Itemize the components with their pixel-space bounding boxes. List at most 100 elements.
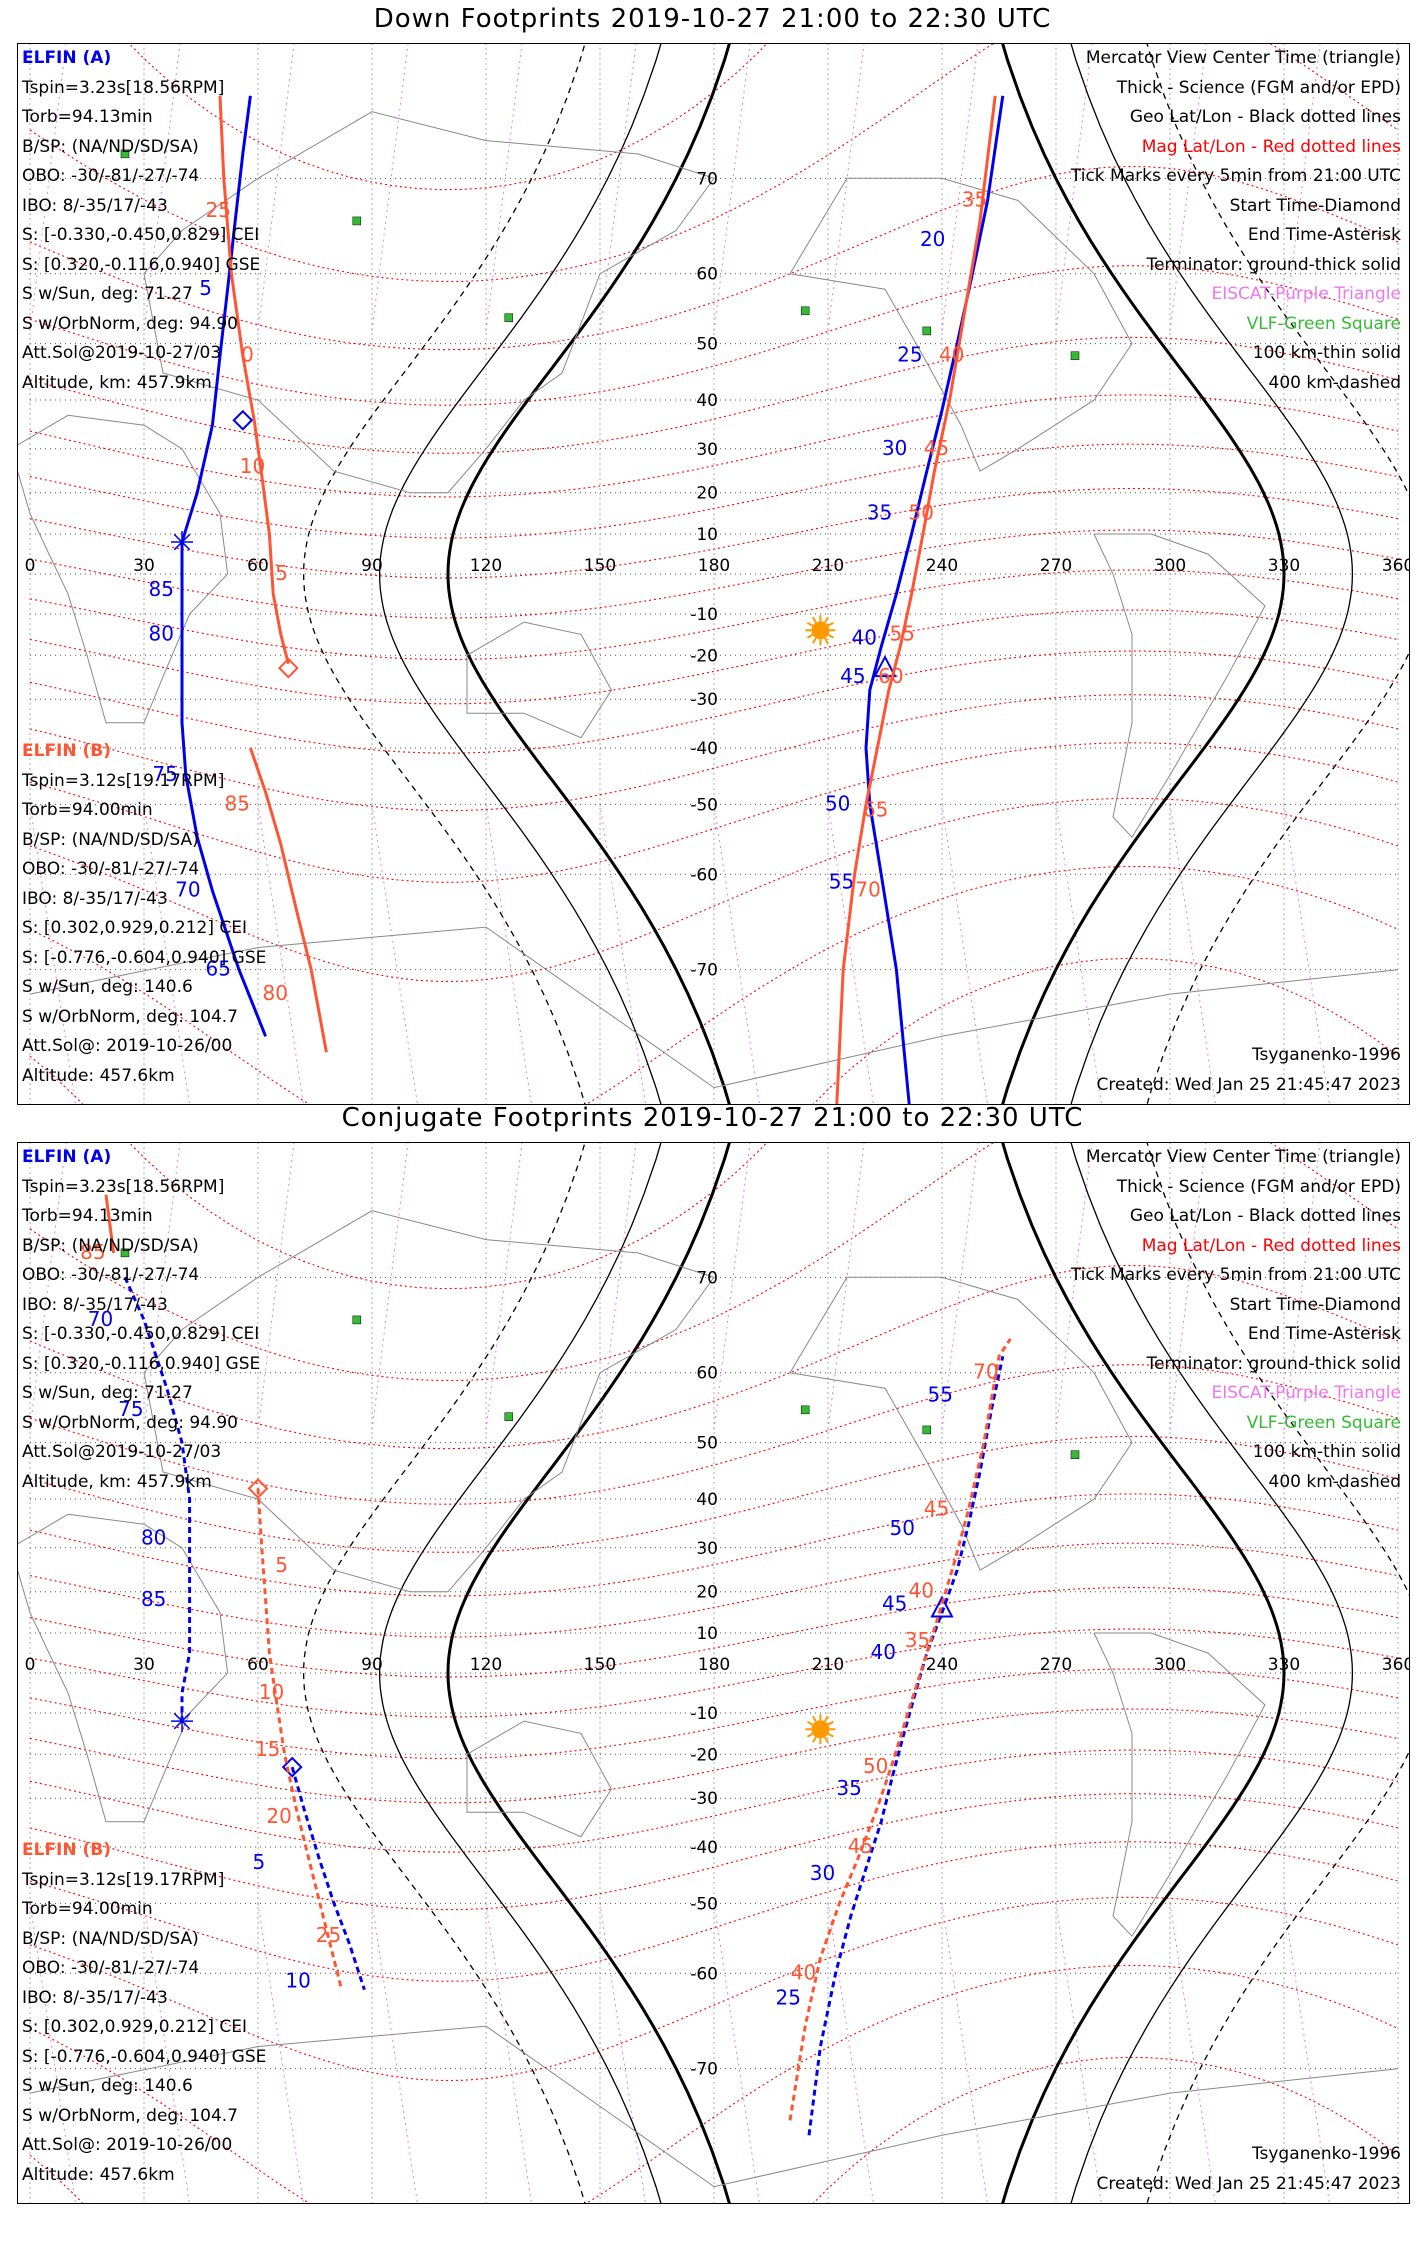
mag-meridian [29,1143,67,1430]
legend-item: VLF-Green Square [1246,1412,1401,1433]
track-tick-label: 35 [836,1776,861,1800]
coastline [789,177,1133,472]
track-tick-label: 75 [152,762,177,786]
info-line: S: [-0.330,-0.450,0.829] CEI [22,225,260,245]
y-tick-label: 50 [696,335,718,355]
tracks: 7580857065555504540353025202501057065605… [149,95,1005,1104]
elfin-b-info: ELFIN (B) Tspin=3.12s[19.17RPM] Torb=94.00… [22,1836,266,2190]
track-tick-label: 10 [259,1680,284,1704]
track-tick-label: 25 [206,198,231,222]
mag-parallel [29,443,1399,539]
mag-meridian [371,44,409,331]
sun-ray [827,633,834,639]
info-line: OBO: -30/-81/-27/-74 [22,859,200,879]
sun-ray [806,1720,814,1726]
legend-item: Mercator View Center Time (triangle) [1085,48,1401,68]
mag-meridian [941,1903,988,2203]
legend: Mercator View Center Time (triangle) Thic… [1071,44,1401,398]
track-tick-label: 40 [852,626,877,650]
track-tick-label: 0 [241,343,254,367]
terminator-ground [446,44,1286,1104]
vlf-marker [800,306,810,316]
info-line: Torb=94.13min [22,1206,153,1226]
sun-ray [812,1736,817,1743]
track-tick-label: 85 [225,791,250,815]
y-tick-label: -10 [690,605,718,625]
track-tick-label: 60 [878,664,903,688]
x-tick-label: 60 [247,556,269,576]
y-tick-label: -20 [690,1745,718,1765]
track-tick-label: 80 [141,1525,166,1549]
legend-item: 400 km-dashed [1268,1471,1401,1492]
footer-credits: Tsyganenko-1996 Created: Wed Jan 25 21:45… [1096,2140,1401,2199]
track-tick-label: 55 [829,869,854,893]
track-tick-label: 85 [141,1587,166,1611]
coastline [143,1210,715,1593]
info-line: OBO: -30/-81/-27/-74 [22,1958,200,1978]
mag-meridian [143,44,181,331]
track-tick-label: 20 [920,227,945,251]
y-tick-label: 50 [696,1434,718,1454]
track-tick-label: 40 [939,343,964,367]
x-tick-label: 30 [133,1655,155,1675]
start-diamond-icon [247,1478,269,1499]
vlf-marker [1070,1450,1080,1459]
track-tick-label: 80 [149,621,174,645]
legend-item: Geo Lat/Lon - Black dotted lines [1129,1206,1401,1226]
info-line: Att.Sol@2019-10-27/03 [22,1442,222,1462]
satellite-name: ELFIN (B) [22,1840,112,1860]
coastline [29,926,1399,1089]
model-name: Tsyganenko-1996 [1251,1045,1401,1065]
sun-icon [805,615,836,646]
sun-ray [824,1736,829,1743]
info-line: S w/OrbNorm, deg: 104.7 [22,2105,239,2126]
y-tick-label: -40 [690,1838,718,1858]
track-tick-label: 50 [890,1516,915,1540]
info-line: S: [0.320,-0.116,0.940] GSE [22,254,261,275]
legend-item: End Time-Asterisk [1247,1324,1401,1344]
y-tick-label: 10 [696,1624,718,1644]
mag-meridian [941,804,988,1104]
track-tick-label: 30 [810,1861,835,1885]
track-tick-label: 5 [199,276,212,300]
info-line: Altitude, km: 457.9km [22,372,212,393]
vlf-marker [352,1315,362,1325]
sun-ray [827,621,834,627]
info-line: S w/Sun, deg: 140.6 [22,2076,193,2096]
legend-item: Start Time-Diamond [1229,1294,1401,1315]
elfin-b-track [104,1194,116,1254]
track-tick-label: 85 [80,1240,105,1264]
legend-item: Terminator: ground-thick solid [1146,1353,1401,1374]
info-line: OBO: -30/-81/-27/-74 [22,166,200,186]
center-time-triangle-icon [873,654,897,678]
mag-meridian [827,1143,865,1430]
x-tick-label: 330 [1268,556,1300,576]
y-tick-label: -50 [690,795,718,815]
mag-meridian [1283,44,1321,331]
x-tick-label: 210 [812,1655,844,1675]
legend-item: Terminator: ground-thick solid [1146,254,1401,275]
info-line: S w/OrbNorm, deg: 94.90 [22,313,239,334]
mag-meridian [827,44,865,331]
x-tick-label: 270 [1040,1655,1072,1675]
panel-title-down: Down Footprints 2019-10-27 21:00 to 22:3… [373,4,1052,34]
sun-ray [806,633,814,639]
terminator-100km [378,1143,1354,2203]
vlf-sites [120,149,1080,360]
coastline [789,1276,1133,1571]
x-tick-label: 360 [1382,1655,1409,1675]
track-tick-label: 70 [855,878,880,902]
track-tick-label: 35 [962,188,987,212]
y-tick-label: -50 [690,1894,718,1914]
mag-parallel [29,1964,1399,2203]
track-tick-label: 40 [871,1640,896,1664]
sun-ray [812,1715,817,1722]
track-tick-label: 45 [924,436,949,460]
panel-title-conjugate: Conjugate Footprints 2019-10-27 21:00 to… [341,1103,1084,1133]
x-tick-label: 330 [1268,1655,1300,1675]
sun-disk [811,621,830,640]
coastline [143,111,715,494]
y-tick-label: 60 [696,265,718,285]
track-tick-label: 85 [149,577,174,601]
info-line: B/SP: (NA/ND/SD/SA) [22,829,199,850]
